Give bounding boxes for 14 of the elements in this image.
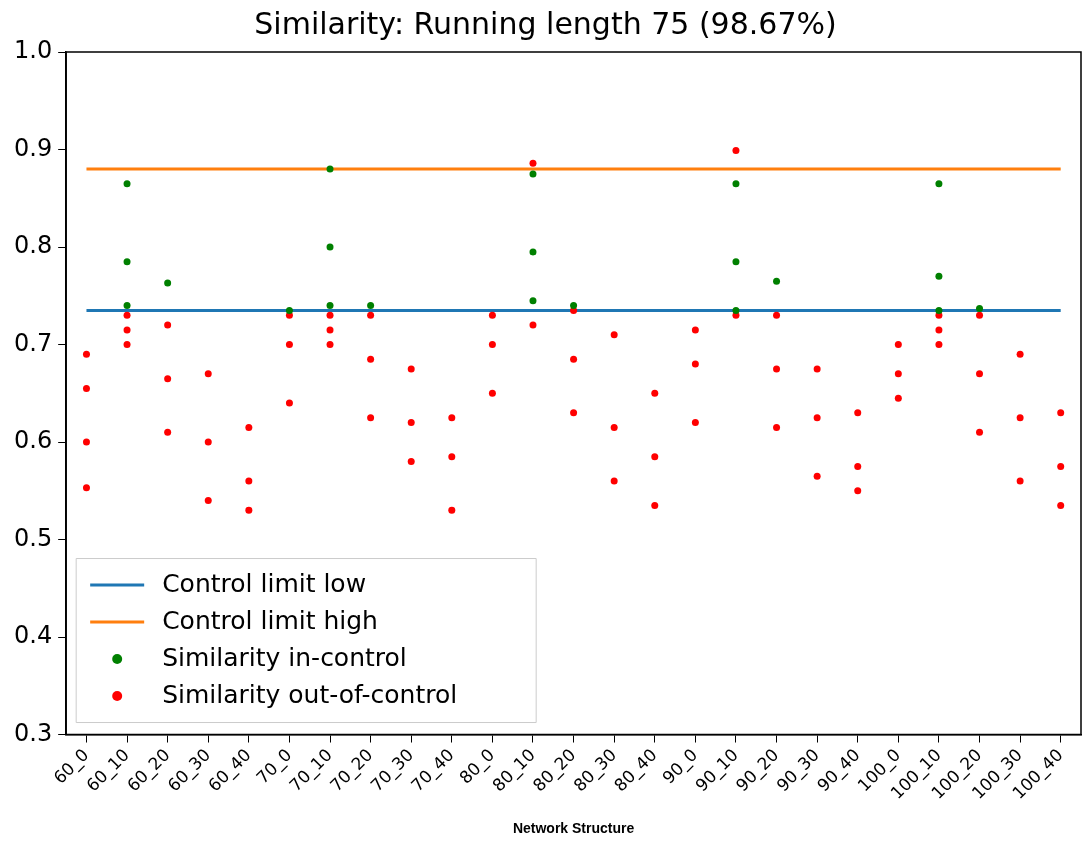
y-tick-label: 0.5 xyxy=(14,523,53,552)
y-tick-label: 0.9 xyxy=(14,133,53,162)
y-tick-label: 0.7 xyxy=(14,328,53,357)
x-axis-title: Network Structure xyxy=(512,820,635,837)
y-tick-label: 0.3 xyxy=(14,718,53,747)
chart-title: Similarity: Running length 75 (98.67%) xyxy=(254,5,837,41)
y-tick-label: 1.0 xyxy=(14,36,53,65)
legend-label: Similarity out-of-control xyxy=(162,679,458,709)
y-tick-label: 0.6 xyxy=(14,426,53,455)
legend-label: Control limit high xyxy=(162,605,378,635)
legend-label: Similarity in-control xyxy=(162,642,407,672)
legend-label: Control limit low xyxy=(162,568,367,598)
y-tick-label: 0.4 xyxy=(14,621,53,650)
y-tick-label: 0.8 xyxy=(14,231,53,260)
